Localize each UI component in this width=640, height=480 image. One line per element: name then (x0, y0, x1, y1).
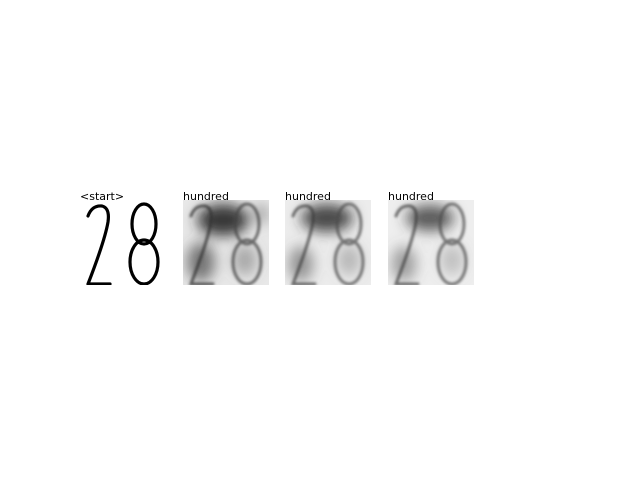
attention-map (183, 200, 269, 285)
panel-label: hundred (388, 190, 434, 203)
attention-map (285, 200, 371, 285)
panel-label: hundred (285, 190, 331, 203)
panel-label: hundred (183, 190, 229, 203)
attention-map (388, 200, 474, 285)
digit-image (80, 200, 166, 285)
panel-label: <start> (80, 190, 125, 203)
